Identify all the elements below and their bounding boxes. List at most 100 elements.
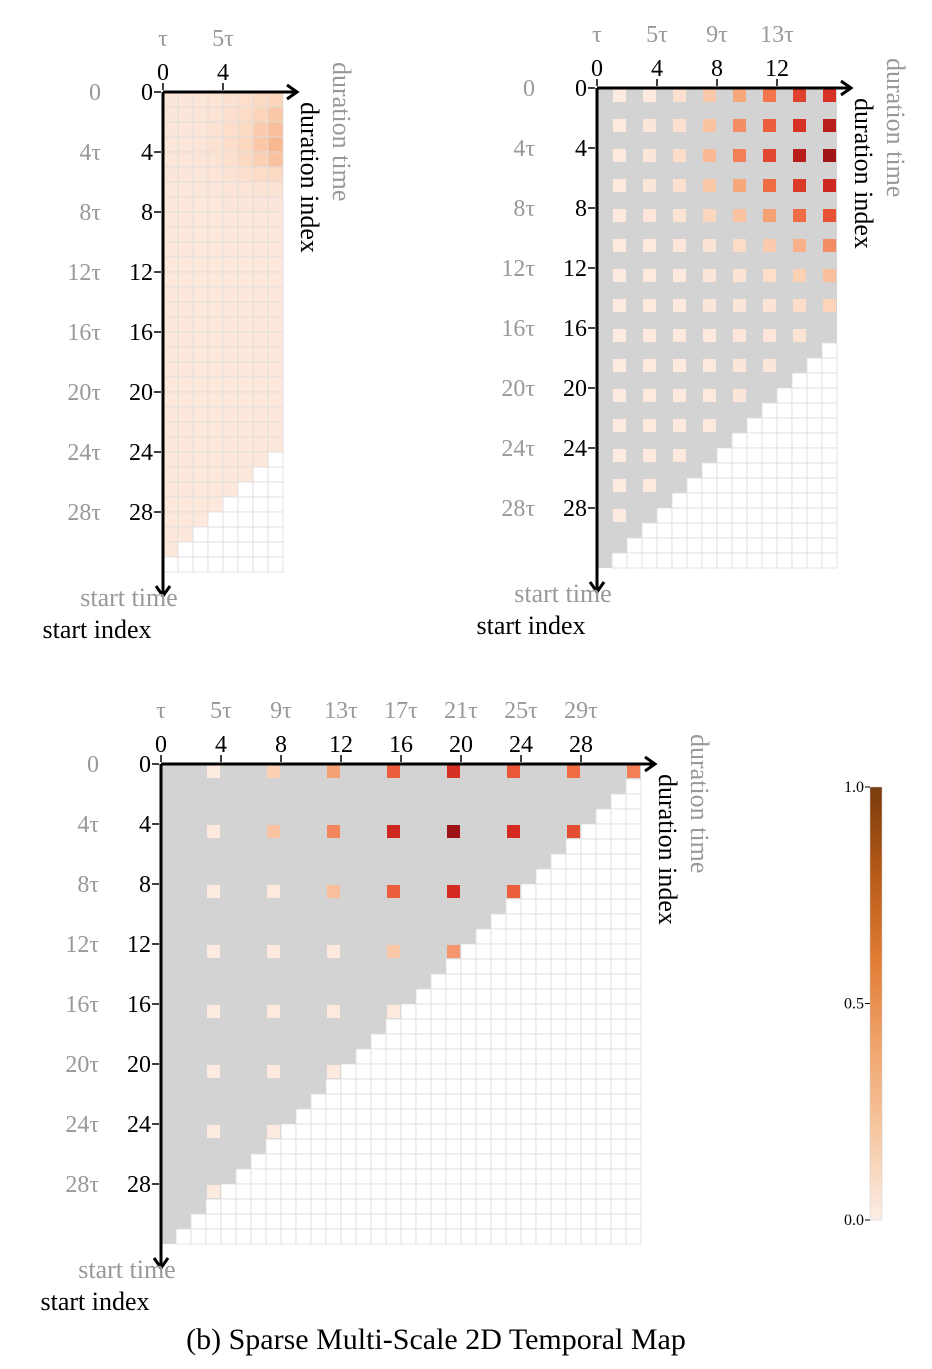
heatmap-cell [177,391,194,408]
empty-cell [385,1048,402,1065]
heatmap-cell [162,556,179,573]
empty-cell [550,913,567,930]
heatmap-cell [207,106,224,123]
masked-cell [431,854,446,869]
empty-cell [280,1168,297,1185]
empty-cell [205,1213,222,1230]
heatmap-cell [643,239,656,252]
masked-cell [521,764,536,779]
empty-cell [325,1138,342,1155]
masked-cell [627,133,642,148]
heatmap-cell [387,825,400,838]
heatmap-cell [733,329,746,342]
y-tick-label: 28 [127,1172,151,1198]
masked-cell [326,1049,341,1064]
empty-cell [505,1033,522,1050]
masked-cell [341,779,356,794]
masked-cell [296,824,311,839]
masked-cell [161,1004,176,1019]
empty-cell [535,868,552,885]
masked-cell [371,809,386,824]
heatmap-cell [823,89,836,102]
heatmap-cell [222,301,239,318]
empty-cell [235,1198,252,1215]
empty-cell [340,1213,357,1230]
heatmap-cell [733,179,746,192]
masked-cell [281,839,296,854]
heatmap-cell [192,421,209,438]
masked-cell [461,779,476,794]
empty-cell [580,823,597,840]
empty-cell [475,1108,492,1125]
empty-cell [250,1198,267,1215]
masked-cell [416,779,431,794]
heatmap-cell [162,346,179,363]
masked-cell [461,884,476,899]
masked-cell [371,929,386,944]
empty-cell [535,988,552,1005]
masked-cell [747,178,762,193]
empty-cell [821,402,838,419]
masked-cell [491,839,506,854]
empty-cell [355,1153,372,1170]
empty-cell [325,1198,342,1215]
empty-cell [280,1198,297,1215]
heatmap-cell [222,421,239,438]
heatmap-cell [763,269,776,282]
heatmap-cell [162,496,179,513]
heatmap-cell [237,556,254,573]
heatmap-cell [252,151,269,168]
empty-cell [550,928,567,945]
masked-cell [807,133,822,148]
empty-cell [325,1168,342,1185]
masked-cell [236,779,251,794]
masked-cell [627,163,642,178]
empty-cell [595,958,612,975]
masked-cell [476,824,491,839]
empty-cell [701,537,718,554]
empty-cell [565,928,582,945]
masked-cell [612,463,627,478]
empty-cell [595,1153,612,1170]
empty-cell [430,1228,447,1245]
empty-cell [520,1213,537,1230]
heatmap-cell [222,166,239,183]
masked-cell [762,223,777,238]
empty-cell [430,1138,447,1155]
heatmap-cell [222,361,239,378]
masked-cell [236,809,251,824]
heatmap-cell [192,436,209,453]
empty-cell [370,1153,387,1170]
empty-cell [550,1123,567,1140]
empty-cell [490,1018,507,1035]
masked-cell [386,839,401,854]
empty-cell [625,1108,642,1125]
empty-cell [325,1153,342,1170]
masked-cell [161,1049,176,1064]
masked-cell [792,193,807,208]
heatmap-cell [613,329,626,342]
y-time-tick-label: 16τ [501,316,535,342]
masked-cell [521,794,536,809]
heatmap-cell [252,241,269,258]
empty-cell [445,1033,462,1050]
masked-cell [627,328,642,343]
heatmap-cell [192,511,209,528]
masked-cell [221,839,236,854]
heatmap-cell [252,286,269,303]
empty-cell [535,913,552,930]
empty-cell [385,1213,402,1230]
masked-cell [356,899,371,914]
masked-cell [176,929,191,944]
empty-cell [791,402,808,419]
masked-cell [657,448,672,463]
empty-cell [280,1153,297,1170]
masked-cell [597,553,612,568]
x-time-tick-label: 17τ [384,698,418,724]
masked-cell [251,764,266,779]
empty-cell [686,552,703,569]
x-time-tick-label: 21τ [444,698,478,724]
masked-cell [612,433,627,448]
masked-cell [386,869,401,884]
